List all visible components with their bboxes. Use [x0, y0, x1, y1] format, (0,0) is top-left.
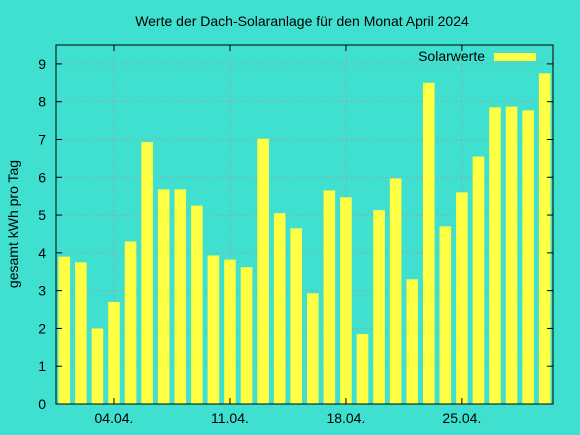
x-tick-label: 04.04. — [95, 410, 134, 426]
bar — [389, 178, 402, 404]
bar — [406, 279, 418, 404]
bar — [257, 138, 269, 404]
plot-frame — [55, 44, 554, 405]
bar — [356, 334, 369, 404]
bar — [58, 256, 71, 404]
y-tick-label: 2 — [38, 320, 46, 336]
bar — [224, 259, 236, 404]
bar — [538, 73, 551, 404]
y-tick-label: 3 — [38, 283, 46, 299]
bar — [505, 106, 518, 404]
x-tick-label: 25.04. — [442, 410, 481, 426]
axis-ticks: 0 1 2 3 4 5 6 7 8 9 04.04. 11.04. 18.04. 25.04. — [38, 45, 553, 426]
y-tick-label: 1 — [38, 358, 46, 374]
y-tick-label: 4 — [38, 245, 46, 261]
y-tick-label: 5 — [38, 207, 46, 223]
bar — [191, 205, 203, 404]
legend: Solarwerte — [418, 48, 536, 64]
bar — [207, 255, 220, 404]
bar — [472, 156, 485, 404]
bar — [75, 262, 87, 404]
bar — [240, 267, 253, 404]
bar — [522, 110, 534, 404]
x-tick-label: 11.04. — [211, 410, 249, 426]
y-tick-label: 8 — [38, 94, 46, 110]
bar — [422, 82, 435, 404]
bar — [108, 301, 120, 404]
y-tick-label: 7 — [38, 131, 46, 147]
legend-label: Solarwerte — [418, 48, 485, 64]
bar — [340, 197, 352, 404]
bar — [456, 192, 468, 404]
bar — [273, 213, 286, 404]
legend-swatch — [494, 53, 536, 61]
y-axis-label: gesamt kWh pro Tag — [5, 160, 21, 288]
bar — [439, 226, 452, 404]
bar — [373, 210, 385, 404]
x-tick-label: 18.04. — [326, 410, 365, 426]
bar — [489, 107, 501, 404]
bar — [323, 190, 336, 404]
y-tick-label: 9 — [38, 56, 46, 72]
y-tick-label: 0 — [38, 396, 46, 412]
bar — [306, 293, 319, 404]
bar — [124, 241, 137, 404]
chart-title: Werte der Dach-Solaranlage für den Monat… — [135, 13, 469, 29]
bar — [174, 189, 187, 404]
bar — [290, 228, 303, 404]
y-tick-label: 6 — [38, 169, 46, 185]
bar — [141, 142, 153, 404]
bar — [157, 189, 170, 404]
bars — [58, 73, 551, 404]
bar — [91, 328, 104, 404]
